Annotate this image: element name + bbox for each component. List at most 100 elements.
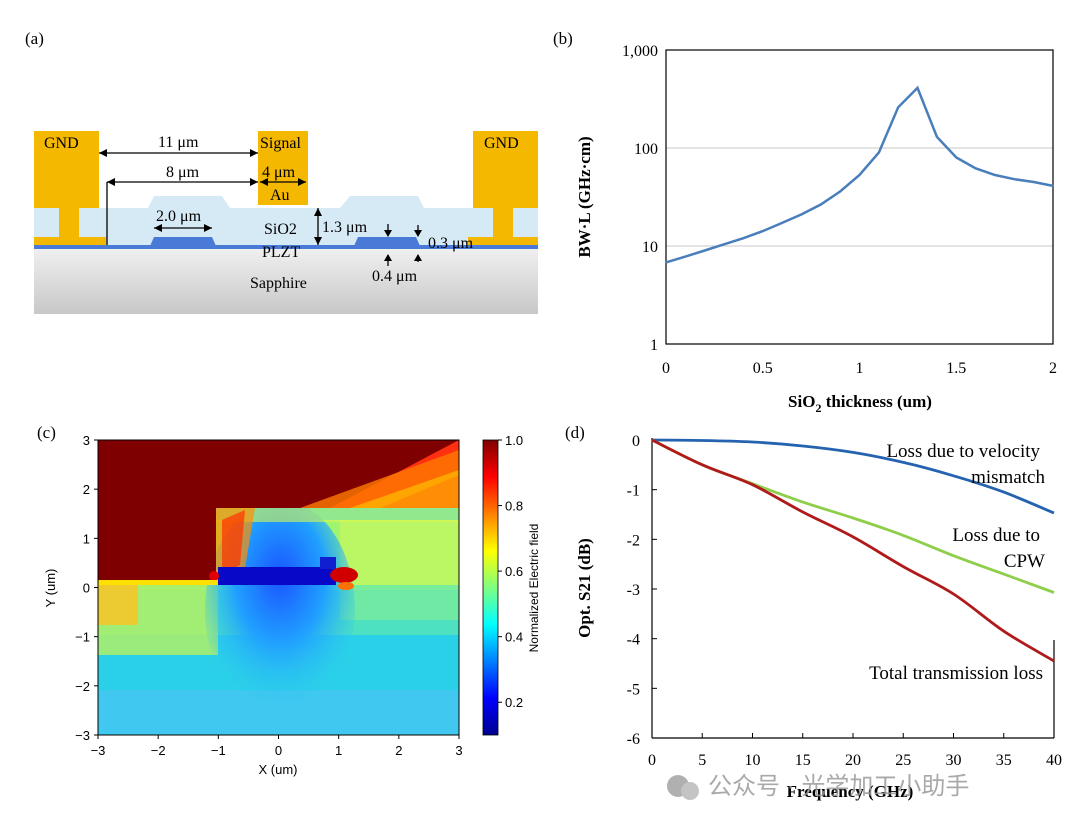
annotation-total-loss: Total transmission loss (869, 663, 1043, 684)
chart-d-y-tick: -4 (627, 632, 640, 649)
chart-c-y-tick-labels: 3 2 1 0 −1 −2 −3 (75, 433, 98, 743)
chart-b-point (703, 249, 706, 252)
chart-b-point (684, 255, 687, 258)
chart-b-x-tick: 1.5 (946, 360, 966, 377)
chart-b-point (936, 136, 938, 138)
chart-c-x-tick: 2 (395, 743, 402, 758)
chart-d-x-tick: 40 (1046, 752, 1062, 769)
gnd-right-label: GND (484, 135, 519, 152)
wechat-icon-bubble (681, 782, 699, 800)
panel-c-label: (c) (37, 423, 56, 442)
panel-b-label: (b) (553, 29, 573, 48)
colorbar-tick-labels: 1.0 0.8 0.6 0.4 0.2 (498, 433, 523, 710)
chart-b-point (665, 261, 667, 264)
chart-b-point (723, 243, 725, 246)
dim-0-3um-label: 0.3 μm (428, 235, 474, 252)
chart-b-point (800, 213, 803, 216)
gnd-right-electrode (468, 131, 538, 245)
colorbar (482, 439, 499, 736)
chart-b-point (742, 237, 745, 240)
chart-b-point (974, 167, 977, 170)
panel-d-label: (d) (565, 423, 585, 442)
chart-b-point (955, 156, 958, 159)
panel-a: (a) GND GND Signal Au SiO2 PLZT Sapphire (25, 29, 538, 314)
plzt-layer (34, 245, 538, 249)
chart-b-point (878, 151, 880, 154)
annotation-cpw-line2: CPW (1004, 551, 1045, 572)
chart-d-x-tick: 35 (996, 752, 1012, 769)
dimension-arrowheads (99, 149, 422, 261)
chart-b-y-axis-label: BW·L (GHz·cm) (575, 136, 594, 257)
chart-b-x-tick: 0.5 (753, 360, 773, 377)
dim-8um-label: 8 μm (166, 164, 200, 181)
chart-c-y-tick: 3 (83, 433, 90, 448)
watermark-text: 公众号 · 光学加工小助手 (708, 773, 969, 800)
annotation-cpw-line1: Loss due to (952, 525, 1040, 546)
sio2-label: SiO2 (264, 221, 297, 238)
chart-c-y-tick: 1 (83, 531, 90, 546)
chart-d-y-axis-label: Opt. S21 (dB) (575, 538, 594, 638)
chart-c-y-tick: −3 (75, 728, 90, 743)
gnd-left-electrode (34, 131, 106, 245)
chart-b-x-axis-label: SiO2 thickness (um) (788, 392, 932, 415)
chart-c-x-axis-label: X (um) (259, 762, 298, 777)
chart-d-y-tick-labels: 0 -1 -2 -3 -4 -5 -6 (627, 433, 657, 748)
chart-b-y-tick: 1,000 (622, 43, 658, 60)
colorbar-tick: 1.0 (505, 433, 523, 448)
colorbar-tick: 0.4 (505, 630, 523, 645)
chart-b-y-tick: 10 (642, 239, 658, 256)
dim-2um-label: 2.0 μm (156, 208, 202, 225)
colorbar-tick: 0.8 (505, 499, 523, 514)
colorbar-label: Normalized Electric field (527, 524, 541, 653)
annotation-velocity-line1: Loss due to velocity (886, 441, 1040, 462)
chart-d-x-tick: 10 (745, 752, 761, 769)
chart-c-y-tick: 2 (83, 482, 90, 497)
chart-b-x-tick: 1 (856, 360, 864, 377)
chart-c-x-tick: −3 (91, 743, 106, 758)
chart-b-point (1013, 178, 1016, 181)
chart-d-y-tick: -1 (627, 483, 640, 500)
gnd-left-label: GND (44, 135, 79, 152)
chart-b-point (858, 174, 861, 176)
signal-label: Signal (260, 135, 301, 152)
x-label-rest: thickness (um) (821, 392, 932, 411)
chart-c-y-tick: −1 (75, 630, 90, 645)
chart-b-point (1052, 185, 1054, 187)
chart-d-series-lines (651, 438, 1055, 663)
chart-b-x-tick-labels: 0 0.5 1 1.5 2 (662, 360, 1057, 377)
plzt-label: PLZT (262, 244, 300, 261)
chart-c-x-tick: −2 (151, 743, 166, 758)
colorbar-tick: 0.6 (505, 564, 523, 579)
chart-d-series-line-2 (651, 438, 1055, 663)
annotation-velocity-line2: mismatch (971, 467, 1045, 488)
chart-c-x-tick: 1 (335, 743, 342, 758)
chart-d-x-tick: 30 (946, 752, 962, 769)
dim-11um-label: 11 μm (158, 134, 199, 151)
chart-d-x-axis-label: Frequency (GHz) (787, 782, 914, 801)
watermark: 公众号 · 光学加工小助手 (667, 773, 969, 800)
chart-d-x-tick-labels: 0 5 10 15 20 25 30 35 40 (648, 733, 1062, 769)
chart-d-x-tick: 25 (895, 752, 911, 769)
chart-b-point (781, 222, 783, 224)
chart-d-y-tick: -2 (627, 532, 640, 549)
signal-electrode (258, 131, 308, 205)
panel-a-label: (a) (25, 29, 44, 48)
chart-d-x-tick: 15 (795, 752, 811, 769)
chart-b-y-tick: 1 (650, 337, 658, 354)
chart-c-y-axis-label: Y (um) (43, 569, 58, 608)
dim-0-4um-label: 0.4 μm (372, 268, 418, 285)
chart-c-x-tick: −1 (211, 743, 226, 758)
dim-4um-label: 4 μm (262, 164, 296, 181)
panel-d: (d) 0 -1 -2 -3 -4 -5 -6 0 5 10 15 20 25 30 35 40 Loss … (565, 423, 1062, 801)
chart-b-point (1032, 181, 1035, 183)
sapphire-label: Sapphire (250, 275, 307, 292)
chart-c-y-tick: −2 (75, 679, 90, 694)
chart-c-x-tick: 0 (275, 743, 282, 758)
x-label-sio: SiO (788, 392, 815, 411)
chart-b-y-tick: 100 (634, 141, 658, 158)
au-label: Au (270, 187, 290, 204)
plzt-ridge-left (150, 237, 216, 246)
chart-b-plot-frame (665, 49, 1054, 345)
